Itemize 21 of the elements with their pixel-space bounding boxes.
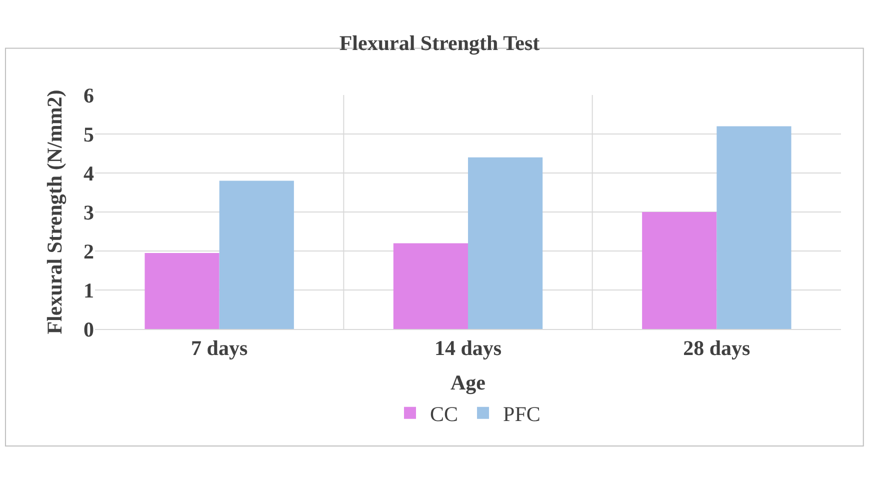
x-tick-label: 7 days — [191, 336, 248, 360]
bar — [468, 157, 543, 329]
bar — [642, 212, 717, 329]
y-tick-label: 6 — [84, 83, 94, 108]
y-tick-label: 5 — [84, 122, 94, 146]
legend-label: PFC — [503, 402, 540, 426]
y-tick-label: 1 — [84, 278, 94, 302]
bar — [219, 180, 294, 329]
y-axis-title: Flexural Strength (N/mm2) — [42, 90, 67, 334]
chart-title: Flexural Strength Test — [339, 30, 540, 55]
legend-label: CC — [430, 402, 458, 426]
y-tick-label: 0 — [84, 317, 94, 342]
y-tick-label: 2 — [84, 239, 94, 264]
bar — [144, 252, 220, 329]
bar — [716, 126, 792, 329]
y-tick-label: 3 — [84, 200, 94, 224]
bar — [393, 243, 468, 329]
y-tick-label: 4 — [84, 161, 94, 186]
x-tick-label: 28 days — [683, 336, 750, 360]
x-tick-label: 14 days — [434, 336, 502, 360]
x-axis-title: Age — [450, 370, 486, 394]
